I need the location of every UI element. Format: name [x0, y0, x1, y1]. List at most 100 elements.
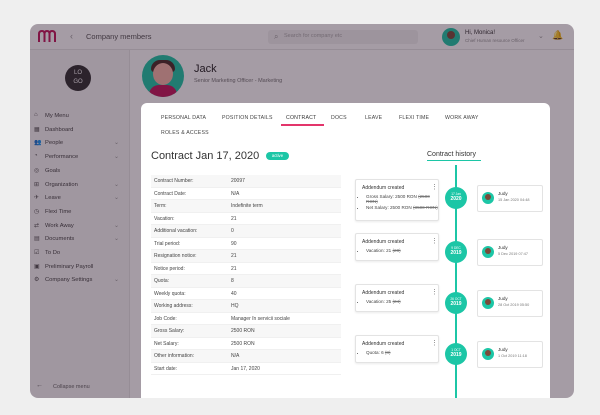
sidebar-item-label: Organization [45, 181, 78, 188]
bell-icon[interactable]: 🔔 [552, 30, 564, 40]
status-badge: active [266, 152, 289, 160]
sidebar-item-leave[interactable]: ✈ Leave ⌄ [30, 193, 130, 205]
sidebar-item-label: Dashboard [45, 126, 74, 133]
change-text: Gross Salary: 2500 RON [366, 194, 417, 199]
author-name: Judy [498, 245, 508, 250]
sidebar-item-dashboard[interactable]: ▦ Dashboard [30, 125, 130, 137]
author-card: Judy 15 Jan 2020 04:48 [477, 185, 543, 212]
row-value: N/A [231, 353, 240, 359]
node-day: 26 OCT [450, 297, 462, 301]
addendum-card: Addendum created ⋮ Vacation: 25 (24) [355, 284, 439, 312]
sidebar-item-company-settings[interactable]: ⚙ Company Settings ⌄ [30, 275, 130, 287]
addendum-title: Addendum created [362, 290, 405, 296]
row-value: 20097 [231, 178, 245, 184]
tab-personal-data[interactable]: PERSONAL DATA [161, 115, 207, 121]
row-value: 0 [231, 228, 234, 234]
table-row: Term: Indefinite term [151, 200, 341, 213]
table-row: Gross Salary: 2500 RON [151, 325, 341, 338]
sidebar-item-goals[interactable]: ◎ Goals [30, 166, 130, 178]
author-card: Judy 1 Oct 2019 11:18 [477, 341, 543, 368]
tab-leave[interactable]: LEAVE [365, 115, 383, 121]
timeline-node[interactable]: 26 OCT 2019 [445, 292, 467, 314]
timeline-node[interactable]: 17 Jan 2020 [445, 187, 467, 209]
sidebar-item-label: Goals [45, 167, 61, 174]
user-menu[interactable]: Hi, Monica! Chief Human resource Officer… [442, 27, 552, 47]
row-label: Notice period: [154, 265, 185, 272]
search-placeholder: Search for company etc [284, 33, 343, 39]
history-title: Contract history [427, 151, 477, 158]
table-row: Notice period: 21 [151, 263, 341, 275]
sidebar-item-label: Company Settings [45, 277, 93, 284]
table-row: Other information: N/A [151, 350, 341, 363]
chevron-left-icon[interactable]: ‹ [70, 31, 73, 41]
profile-avatar [142, 55, 184, 97]
row-value: 8 [231, 278, 234, 284]
sidebar-item-preliminary-payroll[interactable]: ▣ Preliminary Payroll [30, 262, 130, 274]
leave-icon: ✈ [34, 195, 40, 202]
arrow-left-icon: ← [36, 382, 43, 389]
node-day: 9 DEC [451, 246, 461, 250]
author-card: Judy 5 Dec 2019 07:47 [477, 239, 543, 266]
row-label: Other information: [154, 353, 195, 359]
payroll-icon: ▣ [34, 263, 40, 270]
row-label: Net Salary: [154, 340, 179, 347]
tab-contract[interactable]: CONTRACT [286, 115, 317, 121]
avatar [482, 192, 494, 204]
change-text: Net Salary: 2500 RON [366, 205, 412, 210]
chevron-down-icon: ⌄ [114, 236, 120, 243]
table-row: Start date: Jan 17, 2020 [151, 363, 341, 375]
sidebar-item-flexi-time[interactable]: ◷ Flexi Time [30, 207, 130, 219]
old-value: (3500 RON) [412, 205, 438, 210]
tab-roles-access[interactable]: ROLES & ACCESS [161, 130, 209, 136]
row-label: Job Code: [154, 315, 177, 322]
avatar [482, 297, 494, 309]
row-label: Working address: [154, 303, 193, 309]
more-options-icon[interactable]: ⋮ [431, 289, 438, 296]
search-input[interactable]: ⌕ Search for company etc [268, 30, 418, 44]
active-tab-indicator [281, 124, 324, 126]
avatar [442, 28, 460, 46]
timeline-node[interactable]: 1 OCT 2019 [445, 343, 467, 365]
sidebar-item-my-menu[interactable]: ⌂ My Menu [30, 111, 130, 123]
collapse-menu-button[interactable]: ← Collapse menu [30, 380, 130, 394]
author-date: 28 Oct 2019 05:50 [498, 303, 530, 307]
chevron-down-icon: ⌄ [114, 277, 120, 284]
sidebar-item-documents[interactable]: ▤ Documents ⌄ [30, 234, 130, 246]
table-row: Working address: HQ [151, 300, 341, 313]
row-label: Quota: [154, 278, 170, 284]
table-row: Trial period: 90 [151, 238, 341, 250]
table-row: Job Code: Manager în servicii sociale [151, 313, 341, 325]
tab-docs[interactable]: DOCS [331, 115, 347, 121]
more-options-icon[interactable]: ⋮ [431, 184, 438, 191]
sidebar-item-performance[interactable]: ◔ Performance ⌄ [30, 152, 130, 164]
author-date: 5 Dec 2019 07:47 [498, 252, 528, 256]
sidebar-item-to-do[interactable]: ☑ To Do [30, 248, 130, 260]
row-value: Manager în servicii sociale [231, 315, 290, 322]
goals-icon: ◎ [34, 167, 40, 174]
tab-position-details[interactable]: POSITION DETAILS [222, 115, 273, 121]
more-options-icon[interactable]: ⋮ [431, 238, 438, 245]
sidebar-item-people[interactable]: 👥 People ⌄ [30, 138, 130, 150]
tab-flexi-time[interactable]: FLEXI TIME [399, 115, 430, 121]
author-name: Judy [498, 296, 508, 301]
change-text: Vacation: 25 [366, 299, 392, 304]
user-role: Chief Human resource Officer [465, 38, 525, 43]
chevron-down-icon: ⌄ [114, 222, 120, 229]
dashboard-icon: ▦ [34, 126, 40, 133]
app-logo-icon[interactable] [38, 30, 56, 43]
logo-text-bottom: GO [73, 79, 83, 85]
chevron-down-icon: ⌄ [538, 33, 544, 40]
list-item: Gross Salary: 2500 RON (2500 RON) [366, 194, 438, 204]
sidebar-item-organization[interactable]: ⊞ Organization ⌄ [30, 180, 130, 192]
more-options-icon[interactable]: ⋮ [431, 340, 438, 347]
company-logo: LO GO [65, 65, 91, 91]
page-title: Company members [86, 32, 152, 41]
sidebar-item-work-away[interactable]: ⇄ Work Away ⌄ [30, 221, 130, 233]
addendum-changes: Quota: 6 (8) [366, 350, 391, 356]
old-value: (24) [392, 299, 401, 304]
addendum-changes: Vacation: 25 (24) [366, 299, 401, 305]
table-row: Vacation: 21 [151, 213, 341, 225]
timeline-node[interactable]: 9 DEC 2019 [445, 241, 467, 263]
tab-work-away[interactable]: WORK AWAY [445, 115, 479, 121]
row-label: Trial period: [154, 240, 181, 247]
